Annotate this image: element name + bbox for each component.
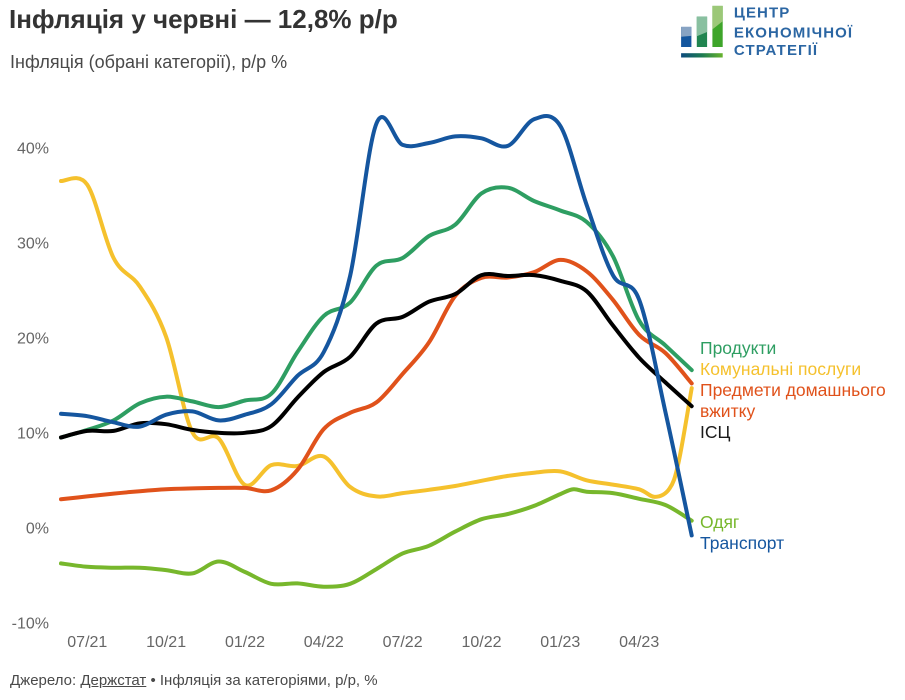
svg-text:30%: 30% [17, 235, 49, 252]
svg-text:40%: 40% [17, 140, 49, 157]
svg-text:01/23: 01/23 [540, 634, 580, 651]
svg-text:07/21: 07/21 [67, 634, 107, 651]
svg-text:ЕКОНОМІЧНОЇ: ЕКОНОМІЧНОЇ [734, 25, 853, 42]
svg-text:10/21: 10/21 [146, 634, 186, 651]
svg-text:04/22: 04/22 [304, 634, 344, 651]
svg-text:-10%: -10% [12, 615, 49, 632]
svg-text:20%: 20% [17, 330, 49, 347]
svg-text:07/22: 07/22 [383, 634, 423, 651]
svg-text:10%: 10% [17, 425, 49, 442]
svg-text:ЦЕНТР: ЦЕНТР [734, 5, 790, 22]
svg-text:01/22: 01/22 [225, 634, 265, 651]
svg-text:04/23: 04/23 [619, 634, 659, 651]
svg-text:0%: 0% [26, 520, 49, 537]
svg-text:СТРАТЕГІЇ: СТРАТЕГІЇ [734, 42, 818, 59]
svg-text:10/22: 10/22 [461, 634, 501, 651]
